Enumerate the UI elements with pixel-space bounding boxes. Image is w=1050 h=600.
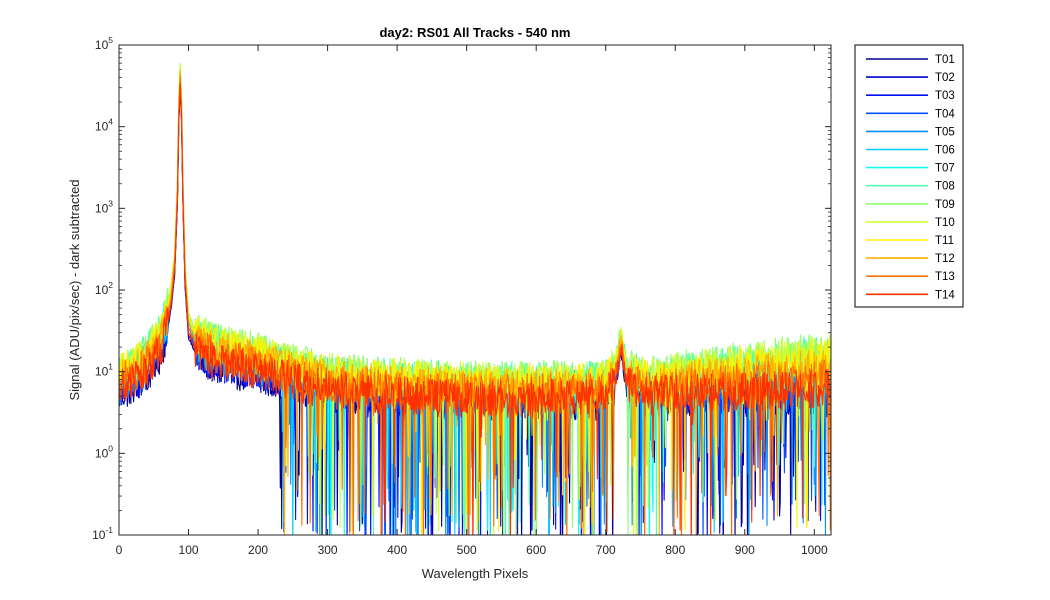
legend-label-T01: T01 (935, 54, 955, 66)
x-tick-label: 600 (526, 543, 546, 557)
legend-label-T11: T11 (935, 235, 954, 247)
x-tick-label: 100 (179, 543, 199, 557)
axes-layer: 0 100 200 300 400 500 600 700 800 900 1000 10-1 100 1… (92, 35, 832, 557)
legend: T01 T02 T03 T04 T05 T06 T07 T08 T09 T10 T11 T12 T13 T… (854, 44, 964, 308)
x-tick-label: 1000 (801, 543, 828, 557)
x-tick-label: 800 (665, 543, 685, 557)
legend-label-T06: T06 (935, 145, 955, 157)
legend-label-T03: T03 (935, 90, 955, 102)
chart-title: day2: RS01 All Tracks - 540 nm (379, 25, 570, 40)
y-tick-label: 103 (95, 198, 113, 215)
x-tick-label: 0 (116, 543, 123, 557)
x-axis-label: Wavelength Pixels (422, 566, 529, 581)
legend-label-T14: T14 (935, 289, 955, 301)
x-tick-label: 200 (248, 543, 268, 557)
y-tick-label: 104 (95, 117, 113, 134)
y-tick-label: 102 (95, 280, 113, 297)
x-tick-label: 500 (457, 543, 477, 557)
legend-label-T13: T13 (935, 271, 955, 283)
y-tick-label: 10-1 (92, 525, 113, 542)
x-tick-label: 700 (596, 543, 616, 557)
legend-label-T02: T02 (935, 72, 955, 84)
legend-label-T05: T05 (935, 126, 955, 138)
series-line-T14 (119, 82, 831, 535)
x-tick-label: 300 (318, 543, 338, 557)
y-tick-label: 105 (95, 35, 113, 52)
legend-label-T10: T10 (935, 217, 955, 229)
legend-label-T04: T04 (935, 108, 955, 120)
y-tick-label: 101 (95, 362, 113, 379)
y-axis-label: Signal (ADU/pix/sec) - dark subtracted (67, 179, 82, 400)
legend-label-T07: T07 (935, 163, 955, 175)
x-tick-label: 900 (735, 543, 755, 557)
series-line-T11 (119, 68, 831, 535)
legend-label-T08: T08 (935, 181, 955, 193)
x-tick-label: 400 (387, 543, 407, 557)
legend-label-T09: T09 (935, 199, 955, 211)
legend-label-T12: T12 (935, 253, 955, 265)
legend-box (854, 44, 964, 308)
series-layer (119, 62, 831, 535)
y-tick-label: 100 (95, 443, 113, 460)
